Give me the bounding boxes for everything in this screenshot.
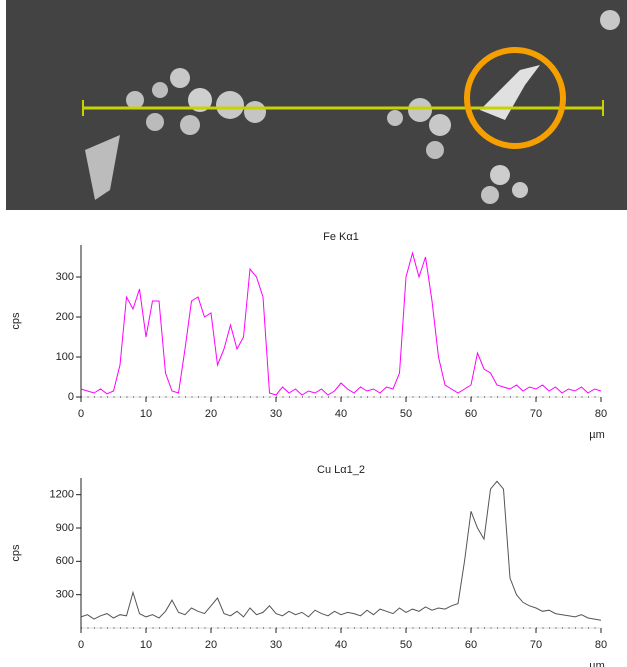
data-line — [81, 481, 601, 620]
data-line — [81, 253, 601, 395]
y-tick-label: 200 — [56, 311, 74, 323]
x-tick-label: 40 — [335, 639, 347, 651]
x-tick-label: 10 — [140, 639, 152, 651]
x-tick-label: 70 — [530, 408, 542, 420]
y-tick-label: 100 — [56, 351, 74, 363]
x-tick-label: 40 — [335, 408, 347, 420]
y-tick-label: 900 — [56, 522, 74, 534]
x-axis-label: µm — [589, 429, 605, 441]
x-tick-label: 0 — [78, 408, 84, 420]
x-tick-label: 0 — [78, 639, 84, 651]
x-tick-label: 30 — [270, 408, 282, 420]
x-tick-label: 60 — [465, 639, 477, 651]
y-tick-label: 0 — [68, 391, 74, 403]
y-tick-label: 300 — [56, 271, 74, 283]
y-axis-label: cps — [10, 544, 22, 562]
y-tick-label: 600 — [56, 555, 74, 567]
sem-image — [6, 0, 627, 210]
x-tick-label: 30 — [270, 639, 282, 651]
chart-title: Cu Lα1_2 — [317, 464, 365, 476]
x-tick-label: 70 — [530, 639, 542, 651]
figure: Fe Kα1010020030001020304050607080µmcpsCu… — [0, 0, 627, 667]
x-tick-label: 10 — [140, 408, 152, 420]
x-tick-label: 80 — [595, 408, 607, 420]
y-tick-label: 300 — [56, 589, 74, 601]
x-tick-label: 20 — [205, 639, 217, 651]
y-axis-label: cps — [10, 312, 22, 330]
x-axis-label: µm — [589, 660, 605, 667]
x-tick-label: 20 — [205, 408, 217, 420]
x-tick-label: 50 — [400, 408, 412, 420]
y-tick-label: 1200 — [50, 489, 74, 501]
x-tick-label: 60 — [465, 408, 477, 420]
x-tick-label: 80 — [595, 639, 607, 651]
x-tick-label: 50 — [400, 639, 412, 651]
chart-title: Fe Kα1 — [323, 231, 359, 243]
